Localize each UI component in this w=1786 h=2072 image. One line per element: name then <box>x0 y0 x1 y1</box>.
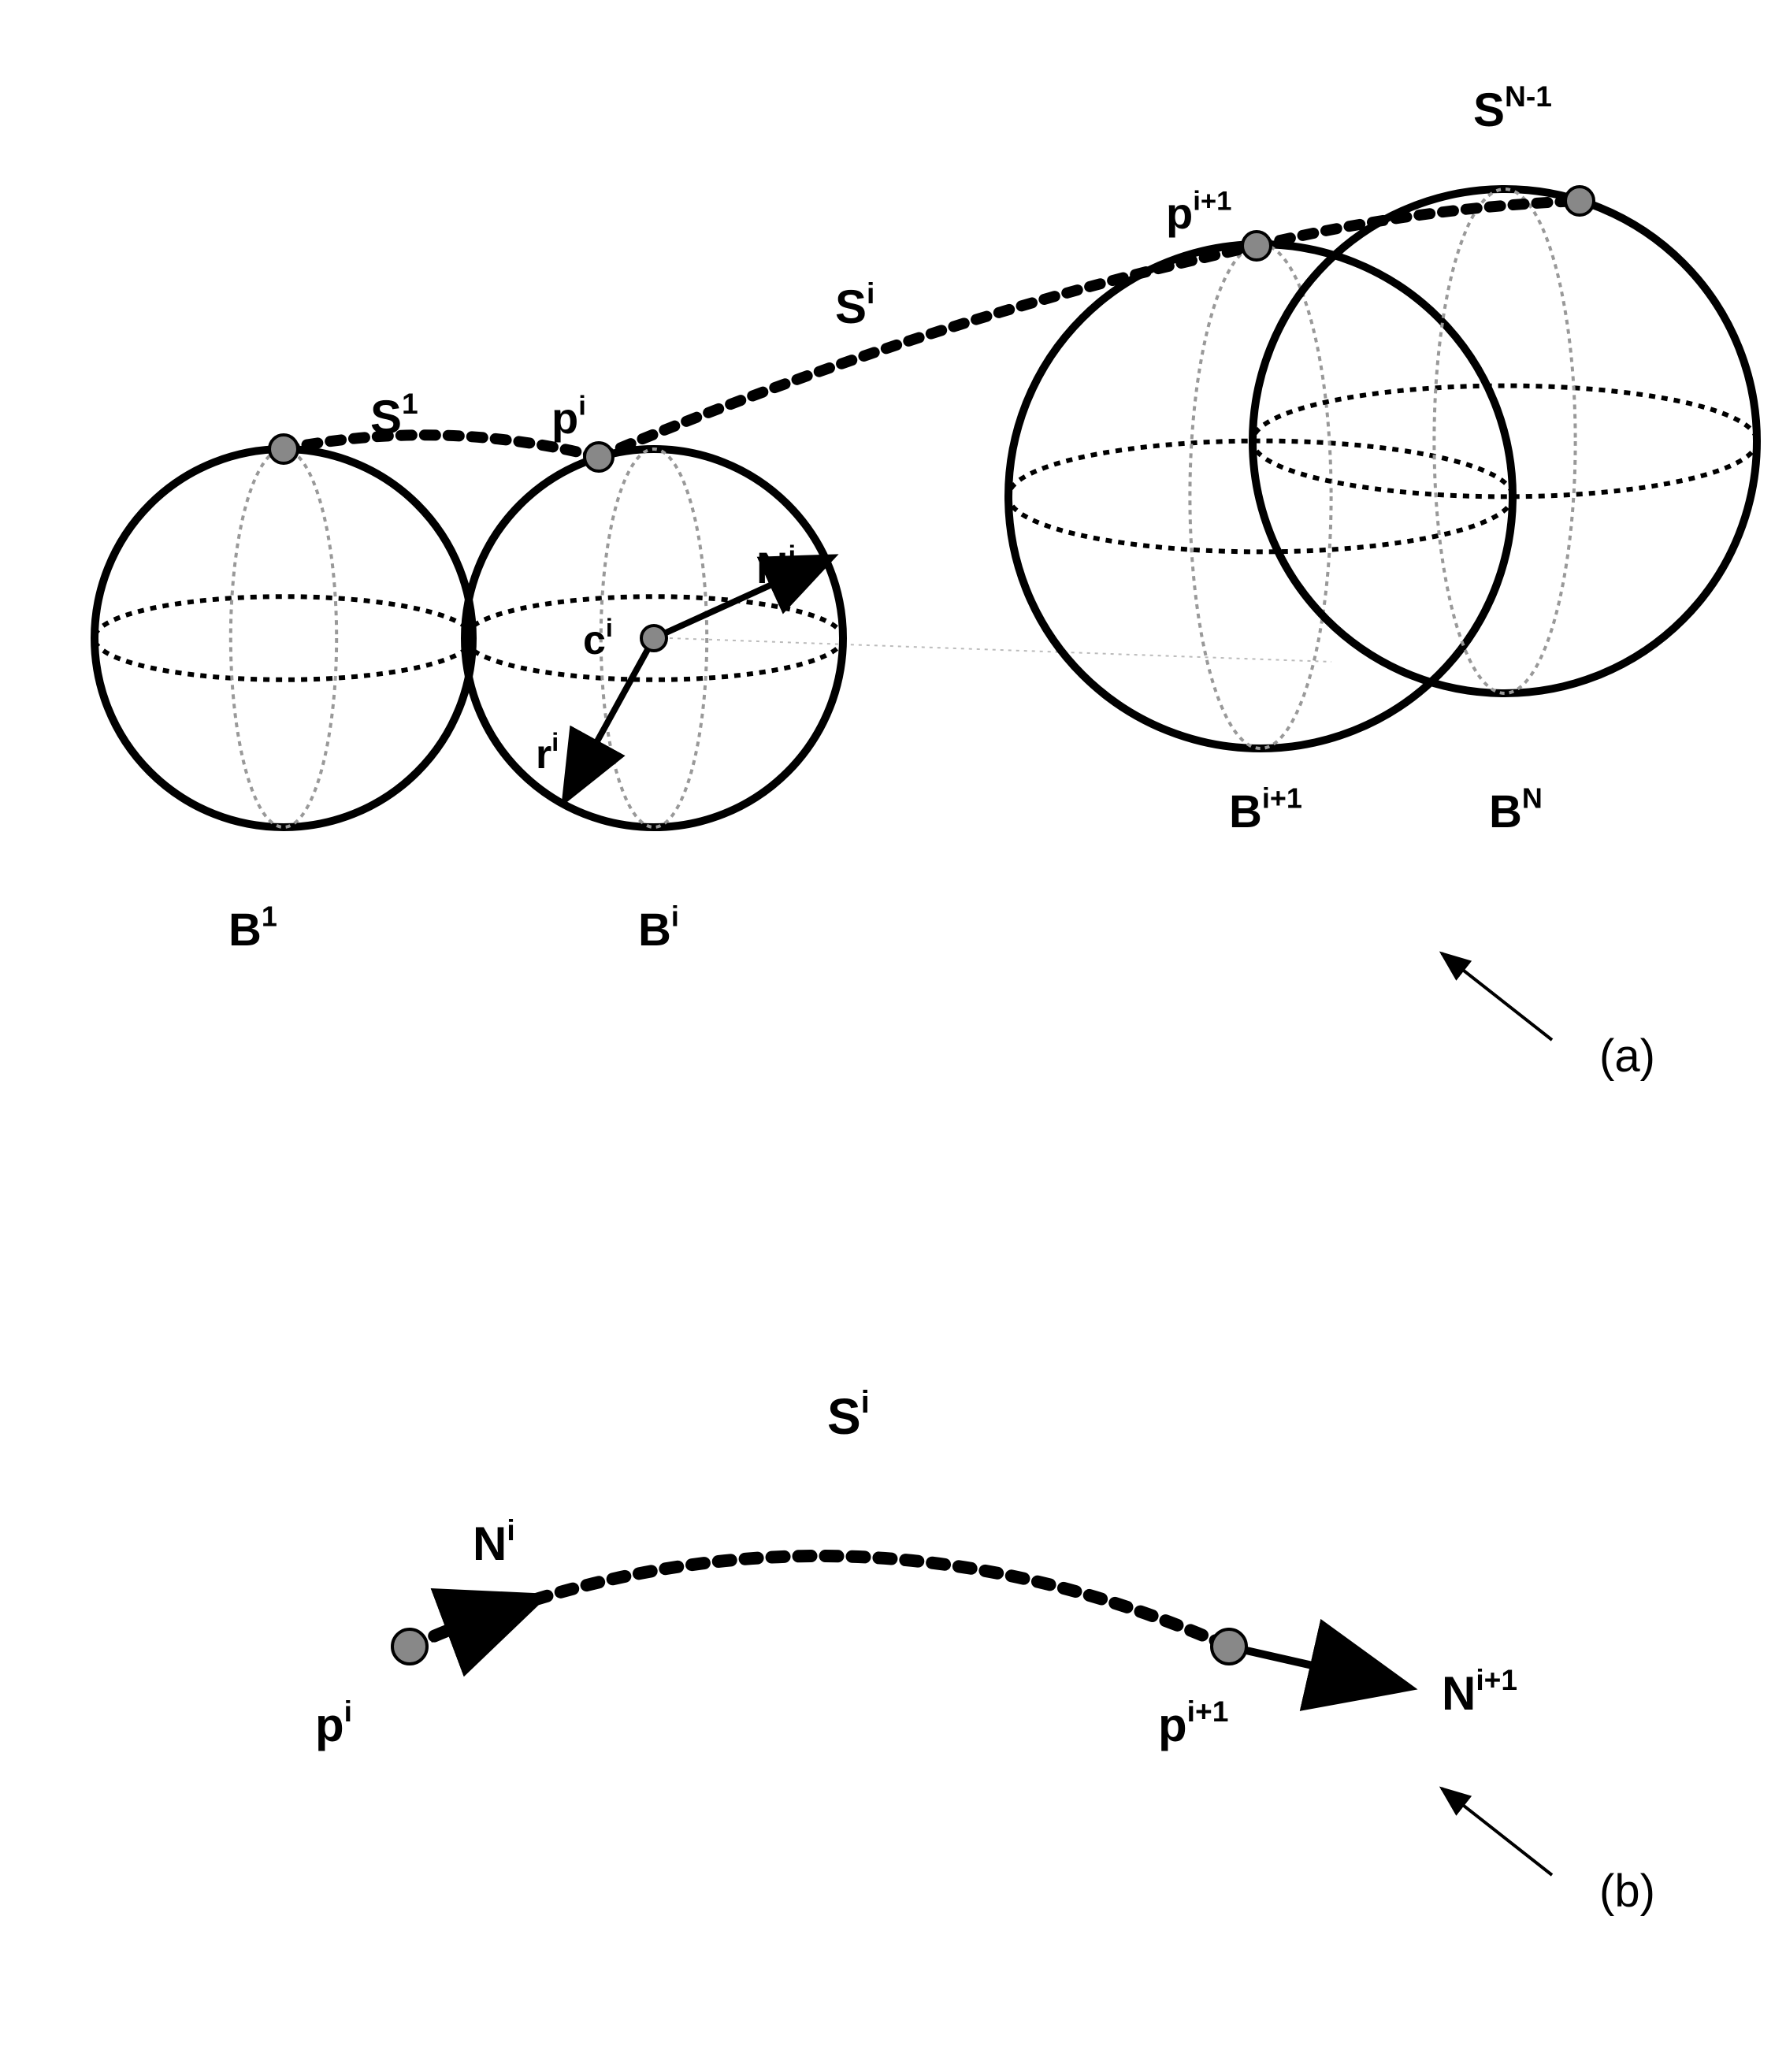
label-lbl_b: (b) <box>1599 1866 1655 1917</box>
arrow-sublabel_a <box>1442 953 1552 1040</box>
label-lbl_a: (a) <box>1599 1030 1655 1082</box>
label-lbl_ri: ri <box>536 728 559 778</box>
point-pi <box>585 443 613 471</box>
sphere-equator-B1 <box>95 596 473 680</box>
label-lbl_Ni: Ni <box>756 540 796 592</box>
point-ci <box>641 626 667 651</box>
point-pi_b <box>392 1629 427 1664</box>
figure-b-group: Si Ni pi pi+1 Ni+1 (b) <box>315 1385 1655 1917</box>
label-lbl_Ni1_b: Ni+1 <box>1442 1663 1517 1720</box>
label-lbl_pi1: pi+1 <box>1166 186 1231 238</box>
label-lbl_Si_b: Si <box>827 1385 870 1445</box>
arrow-Ni1_b <box>1229 1647 1402 1686</box>
figure-b-svg: Si Ni pi pi+1 Ni+1 (b) <box>32 1229 1765 1938</box>
label-lbl_pi_b: pi <box>315 1695 352 1751</box>
label-lbl_SN1: SN-1 <box>1473 80 1552 136</box>
arrow-sublabel_b <box>1442 1788 1552 1875</box>
label-lbl_pi1_b: pi+1 <box>1158 1695 1228 1751</box>
label-lbl_Si: Si <box>835 277 874 333</box>
point-pi1 <box>1242 232 1271 260</box>
label-lbl_Ni_b: Ni <box>473 1513 515 1570</box>
label-lbl_BN: BN <box>1489 782 1543 837</box>
sphere-meridian-B1 <box>231 449 336 827</box>
point-pN <box>1565 187 1594 215</box>
label-lbl_ci: ci <box>583 614 613 663</box>
figure-a-svg: SN-1pi+1SiS1piNiciriBi+1BNB1Bi(a) <box>32 32 1765 1134</box>
point-pi1_b <box>1212 1629 1246 1664</box>
label-lbl_Bi1: Bi+1 <box>1229 782 1302 837</box>
line-axis <box>670 638 1331 662</box>
sphere-B1 <box>95 449 473 827</box>
figure-a-group: SN-1pi+1SiS1piNiciriBi+1BNB1Bi(a) <box>95 80 1757 1082</box>
curve-Si_b <box>410 1556 1229 1647</box>
arrow-ri <box>567 638 654 796</box>
point-p0 <box>269 435 298 463</box>
arrow-Ni <box>654 559 827 638</box>
label-lbl_B1: B1 <box>228 900 277 956</box>
label-lbl_Bi: Bi <box>638 900 679 956</box>
label-lbl_pi: pi <box>551 391 586 443</box>
diagram-container: SN-1pi+1SiS1piNiciriBi+1BNB1Bi(a) SiNipi… <box>32 32 1765 2040</box>
curve-Si <box>599 246 1257 457</box>
arrow-Ni_b <box>410 1599 536 1647</box>
